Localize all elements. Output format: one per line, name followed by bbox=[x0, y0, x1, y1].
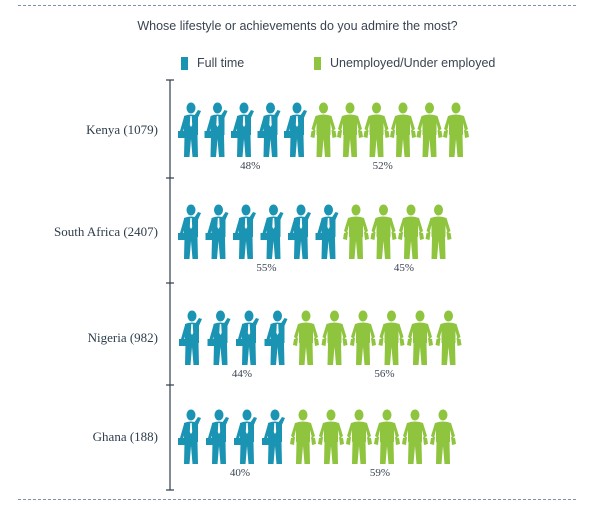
businessman-icon bbox=[234, 409, 257, 464]
empty-pockets-man-icon bbox=[290, 409, 316, 464]
empty-pockets-man-icon bbox=[346, 409, 372, 464]
empty-pockets-man-icon bbox=[350, 310, 376, 365]
businessman-icon bbox=[288, 204, 311, 259]
empty-pockets-man-icon bbox=[402, 409, 428, 464]
businessman-icon bbox=[207, 310, 231, 365]
chart-title: Whose lifestyle or achievements do you a… bbox=[137, 19, 458, 33]
pct-label-full-time: 44% bbox=[232, 368, 252, 380]
legend-swatch-full-time bbox=[181, 56, 188, 70]
pct-label-unemployed: 56% bbox=[374, 368, 394, 380]
empty-pockets-man-icon bbox=[343, 204, 369, 259]
empty-pockets-man-icon bbox=[337, 102, 363, 157]
empty-pockets-man-icon bbox=[363, 102, 390, 157]
category-label: South Africa (2407) bbox=[54, 224, 158, 239]
bottom-divider bbox=[18, 499, 576, 500]
businessman-icon bbox=[315, 204, 339, 259]
top-divider bbox=[18, 5, 576, 6]
empty-pockets-man-icon bbox=[416, 102, 443, 157]
businessman-icon bbox=[204, 102, 228, 157]
empty-pockets-man-icon bbox=[407, 310, 433, 365]
pct-label-unemployed: 52% bbox=[373, 160, 393, 172]
businessman-icon bbox=[178, 102, 201, 157]
businessman-icon bbox=[233, 204, 256, 259]
legend-label-unemployed: Unemployed/Under employed bbox=[330, 56, 496, 70]
empty-pockets-man-icon bbox=[425, 204, 452, 259]
legend-swatch-unemployed bbox=[314, 56, 321, 70]
empty-pockets-man-icon bbox=[318, 409, 344, 464]
pct-label-unemployed: 45% bbox=[394, 262, 414, 274]
empty-pockets-man-icon bbox=[443, 102, 469, 157]
businessman-icon bbox=[236, 310, 259, 365]
category-label: Kenya (1079) bbox=[86, 122, 158, 137]
pct-label-unemployed: 59% bbox=[370, 467, 390, 479]
businessman-icon bbox=[206, 409, 229, 464]
businessman-icon bbox=[257, 102, 281, 157]
empty-pockets-man-icon bbox=[378, 310, 405, 365]
pct-label-full-time: 40% bbox=[230, 467, 250, 479]
legend-label-full-time: Full time bbox=[197, 56, 245, 70]
empty-pockets-man-icon bbox=[321, 310, 348, 365]
businessman-icon bbox=[262, 409, 285, 464]
pct-label-full-time: 48% bbox=[240, 160, 260, 172]
empty-pockets-man-icon bbox=[430, 409, 456, 464]
businessman-icon bbox=[231, 102, 254, 157]
legend-item-unemployed: Unemployed/Under employed bbox=[314, 55, 495, 71]
empty-pockets-man-icon bbox=[390, 102, 416, 157]
empty-pockets-man-icon bbox=[435, 310, 462, 365]
businessman-icon bbox=[260, 204, 284, 259]
businessman-icon bbox=[178, 409, 201, 464]
empty-pockets-man-icon bbox=[370, 204, 397, 259]
empty-pockets-man-icon bbox=[398, 204, 424, 259]
pct-label-full-time: 55% bbox=[256, 262, 276, 274]
empty-pockets-man-icon bbox=[310, 102, 337, 157]
businessman-icon bbox=[264, 310, 288, 365]
category-label: Ghana (188) bbox=[93, 429, 158, 444]
empty-pockets-man-icon bbox=[374, 409, 400, 464]
empty-pockets-man-icon bbox=[293, 310, 319, 365]
businessman-icon bbox=[284, 102, 307, 157]
businessman-icon bbox=[178, 204, 201, 259]
legend-item-full-time: Full time bbox=[181, 55, 244, 71]
businessman-icon bbox=[205, 204, 229, 259]
category-label: Nigeria (982) bbox=[88, 330, 158, 345]
businessman-icon bbox=[179, 310, 202, 365]
